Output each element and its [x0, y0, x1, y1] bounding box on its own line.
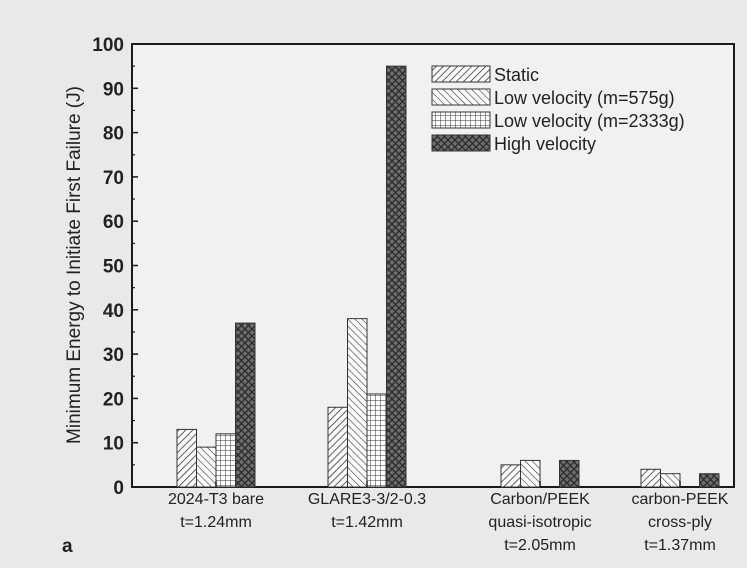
legend-label: Low velocity (m=2333g): [494, 111, 685, 131]
y-tick-label: 50: [103, 257, 124, 278]
x-tick-label: t=1.42mm: [331, 514, 403, 531]
y-tick-label: 0: [113, 478, 124, 499]
bar-crosshatch-dark-cat-3: [699, 473, 720, 488]
bar-diag-right-cat-2: [500, 464, 521, 488]
legend: Static Low velocity (m=575g) Low velocity …: [431, 65, 685, 154]
y-axis: 0 10 20 30 40 50 60 70 80 90 100: [92, 35, 138, 499]
x-tick-label: t=1.37mm: [644, 537, 716, 554]
x-tick-label: quasi-isotropic: [488, 514, 591, 531]
x-tick-label: t=1.24mm: [180, 514, 252, 531]
x-axis-labels: 2024-T3 bare t=1.24mm GLARE3-3/2-0.3 t=1.42…: [168, 481, 729, 554]
y-tick-label: 20: [103, 389, 124, 410]
bar-crosshatch-dark-cat-2: [559, 459, 580, 488]
bar-grid-cat-0: [215, 433, 236, 488]
bar-diag-left-cat-2: [520, 459, 541, 488]
bars: [176, 65, 720, 488]
bar-diag-right-cat-0: [176, 428, 197, 488]
x-tick-label: carbon-PEEK: [632, 491, 729, 508]
y-tick-label: 30: [103, 345, 124, 366]
bar-diag-left-cat-3: [660, 473, 681, 488]
x-tick-label: 2024-T3 bare: [168, 491, 264, 508]
legend-label: Static: [494, 65, 539, 85]
x-tick-label: t=2.05mm: [504, 537, 576, 554]
bar-grid-cat-1: [366, 393, 387, 488]
bar-diag-right-cat-1: [327, 406, 348, 488]
bar-crosshatch-dark-cat-0: [235, 322, 256, 488]
y-tick-label: 70: [103, 168, 124, 189]
bar-diag-left-cat-1: [347, 318, 368, 488]
y-tick-label: 100: [92, 35, 124, 56]
bar-diag-left-cat-0: [196, 446, 217, 488]
y-tick-label: 40: [103, 301, 124, 322]
bar-crosshatch-dark-cat-1: [386, 65, 407, 488]
panel-label: a: [62, 536, 73, 557]
legend-swatch: [431, 65, 491, 83]
legend-label: Low velocity (m=575g): [494, 88, 675, 108]
legend-label: High velocity: [494, 134, 596, 154]
y-tick-label: 60: [103, 212, 124, 233]
y-tick-label: 80: [103, 124, 124, 145]
legend-swatch: [431, 111, 491, 129]
legend-swatch: [431, 88, 491, 106]
y-tick-label: 90: [103, 79, 124, 100]
bar-diag-right-cat-3: [640, 468, 661, 488]
x-tick-label: GLARE3-3/2-0.3: [308, 491, 426, 508]
legend-swatch: [431, 134, 491, 152]
y-axis-label: Minimum Energy to Initiate First Failure…: [64, 86, 85, 444]
x-tick-label: Carbon/PEEK: [490, 491, 590, 508]
x-tick-label: cross-ply: [648, 514, 712, 531]
y-tick-label: 10: [103, 434, 124, 455]
